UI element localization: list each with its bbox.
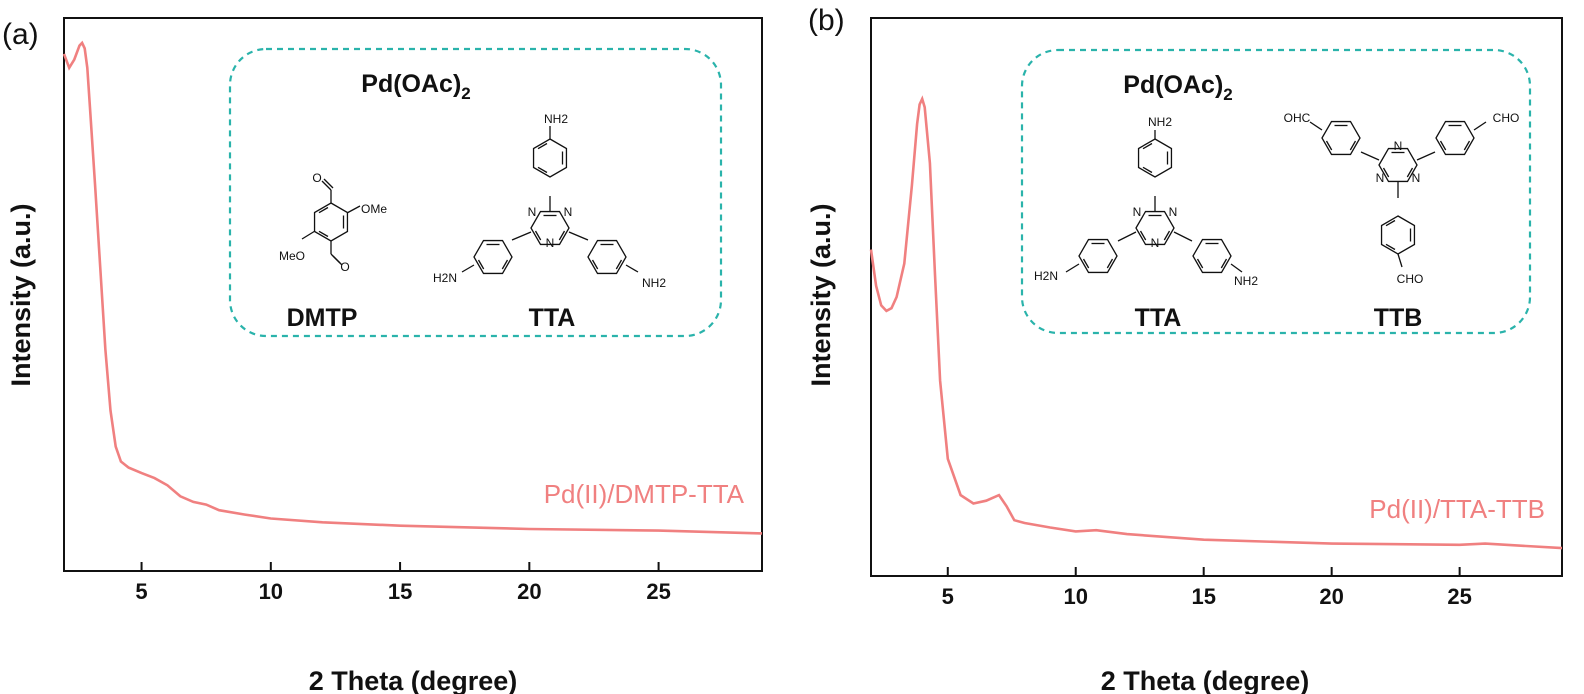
inset-a-frame (228, 47, 723, 338)
series-line-pd-dmtp-tta (62, 40, 763, 535)
molecule-ttb: N N N OHC CHO CHO TTB (1284, 111, 1520, 332)
molecule-name-tta-b: TTA (1135, 304, 1182, 332)
x-tick-label-b-10: 10 (1063, 584, 1087, 609)
x-axis-title-a: 2 Theta (degree) (309, 666, 518, 694)
svg-text:CHO: CHO (1397, 272, 1424, 286)
svg-text:N: N (1394, 139, 1403, 153)
svg-text:NH2: NH2 (1234, 274, 1258, 288)
x-tick-labels-b: 5 10 15 20 25 (942, 584, 1472, 609)
panel-b-letter: (b) (808, 4, 845, 37)
svg-text:H2N: H2N (433, 271, 457, 285)
inset-b-reagent: Pd(OAc)2 (1123, 71, 1232, 104)
series-label-pd-tta-ttb: Pd(II)/TTA-TTB (1369, 494, 1545, 524)
svg-text:NH2: NH2 (544, 112, 568, 126)
molecule-name-dmtp: DMTP (287, 304, 358, 332)
inset-b-frame (1020, 48, 1532, 335)
x-tick-label-a-15: 15 (388, 579, 412, 604)
svg-text:O: O (312, 171, 321, 185)
inset-b: Pd(OAc)2 N N N NH2 H2N NH2 TTA (1020, 48, 1532, 335)
svg-text:NH2: NH2 (1148, 115, 1172, 129)
molecule-name-ttb: TTB (1374, 304, 1423, 332)
inset-a-reagent: Pd(OAc)2 (361, 70, 470, 103)
svg-text:N: N (1151, 236, 1160, 250)
x-tick-label-a-5: 5 (135, 579, 147, 604)
x-tick-label-b-15: 15 (1191, 584, 1215, 609)
x-tick-label-a-20: 20 (517, 579, 541, 604)
series-line-pd-tta-ttb (869, 95, 1563, 550)
svg-text:CHO: CHO (1493, 111, 1520, 125)
plot-a-frame (63, 17, 763, 572)
x-tick-label-b-20: 20 (1319, 584, 1343, 609)
svg-text:OHC: OHC (1284, 111, 1311, 125)
svg-text:N: N (1169, 205, 1178, 219)
inset-a: Pd(OAc)2 O OMe O MeO DMTP (228, 47, 723, 338)
svg-text:N: N (528, 205, 537, 219)
molecule-dmtp: O OMe O MeO DMTP (279, 171, 387, 332)
molecule-name-tta-a: TTA (529, 304, 576, 332)
x-ticks-b (946, 567, 1461, 576)
svg-text:H2N: H2N (1034, 269, 1058, 283)
svg-text:OMe: OMe (361, 202, 387, 216)
panel-a: (a) 5 10 15 20 25 Pd(II)/DMTP-TTA 2 Theta (d… (2, 17, 763, 694)
series-label-pd-dmtp-tta: Pd(II)/DMTP-TTA (544, 479, 745, 509)
x-ticks-a (140, 562, 660, 571)
panel-a-letter: (a) (2, 18, 39, 51)
y-axis-title-b: Intensity (a.u.) (806, 203, 836, 386)
molecule-tta-a: N N N NH2 H2N NH2 TTA (433, 112, 666, 332)
x-tick-label-b-25: 25 (1447, 584, 1471, 609)
x-tick-label-a-25: 25 (646, 579, 670, 604)
svg-text:MeO: MeO (279, 249, 305, 263)
x-axis-title-b: 2 Theta (degree) (1101, 666, 1310, 694)
panel-b: (b) 5 10 15 20 25 Pd(II)/TTA-TTB 2 Theta (de… (806, 4, 1563, 694)
svg-text:N: N (1133, 205, 1142, 219)
svg-text:N: N (1412, 171, 1421, 185)
y-axis-title-a: Intensity (a.u.) (6, 203, 36, 386)
svg-text:N: N (564, 205, 573, 219)
x-tick-label-a-10: 10 (259, 579, 283, 604)
svg-text:N: N (1376, 171, 1385, 185)
svg-text:NH2: NH2 (642, 276, 666, 290)
svg-text:N: N (546, 236, 555, 250)
x-tick-labels-a: 5 10 15 20 25 (135, 579, 670, 604)
molecule-tta-b: N N N NH2 H2N NH2 TTA (1034, 115, 1258, 332)
x-tick-label-b-5: 5 (942, 584, 954, 609)
svg-text:O: O (340, 260, 349, 274)
plot-b-frame (870, 17, 1563, 577)
